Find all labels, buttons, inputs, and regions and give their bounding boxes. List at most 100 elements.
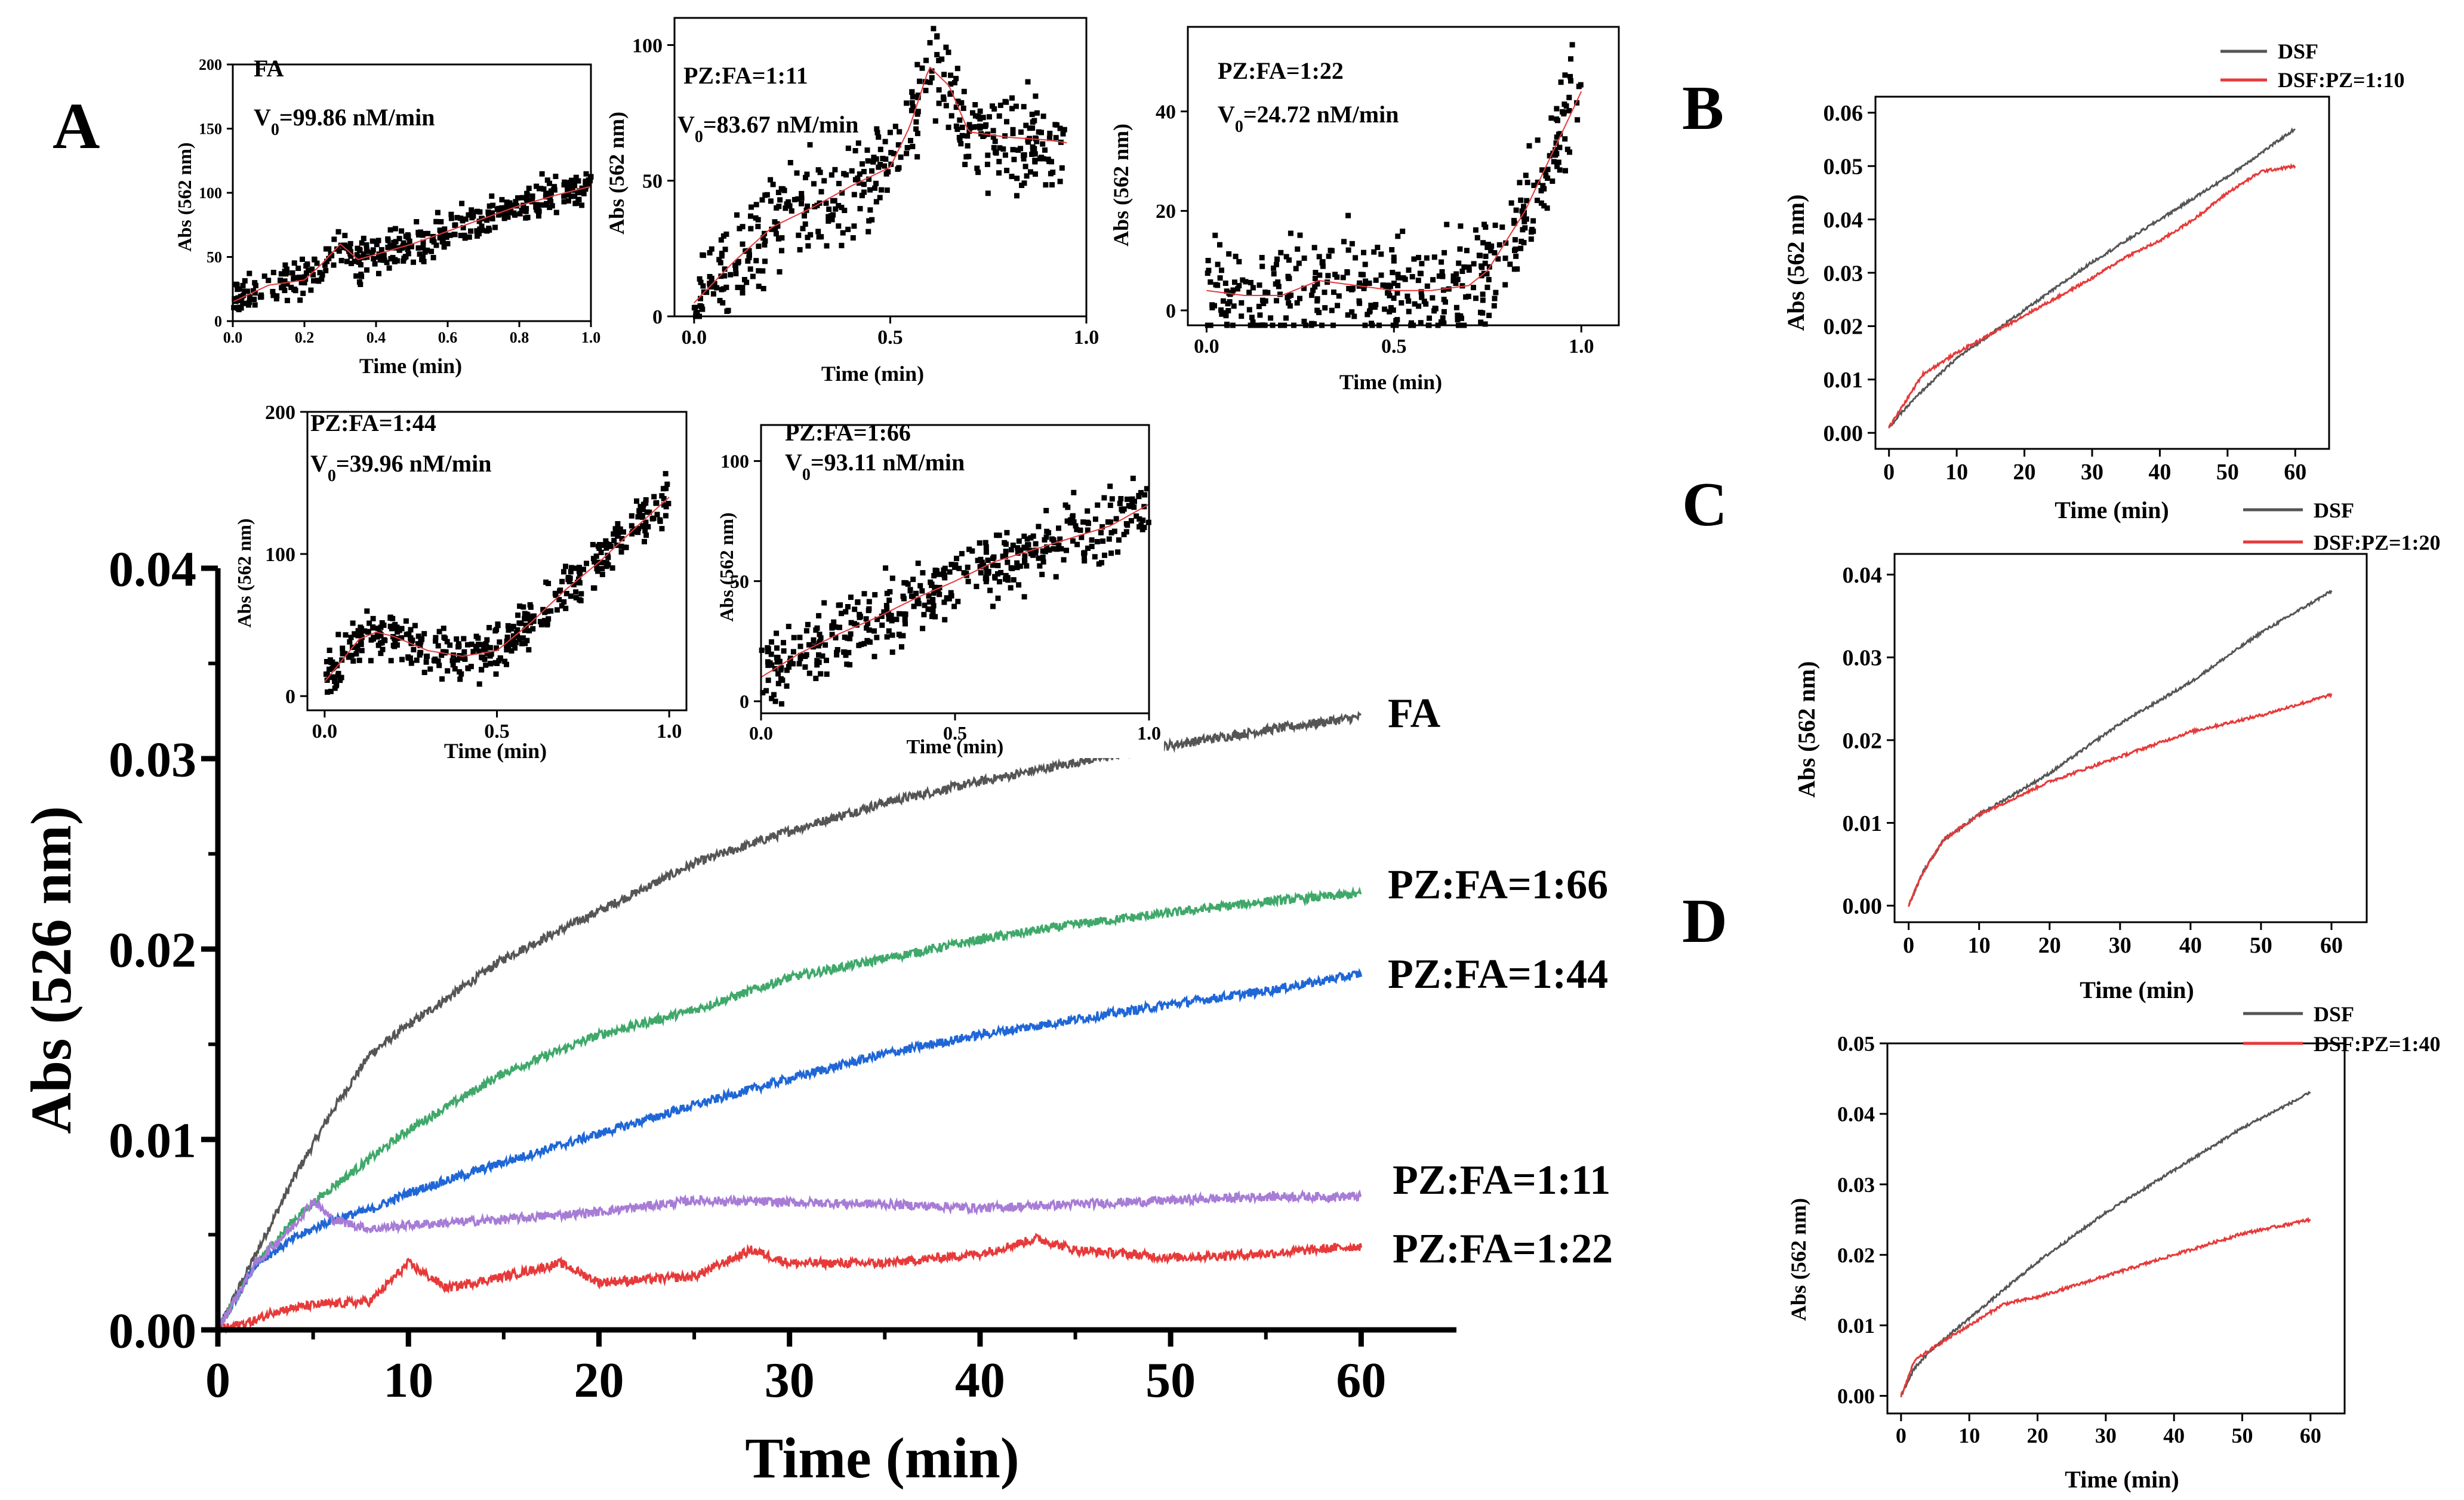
inset_22-point xyxy=(1219,311,1225,317)
inset_fa-point xyxy=(393,245,399,251)
inset_11-point xyxy=(1032,151,1038,157)
inset_11-point xyxy=(805,204,810,209)
inset_44-point xyxy=(494,645,499,651)
inset_11-point xyxy=(947,91,953,97)
inset_11-point xyxy=(826,218,831,224)
main-y-label: Abs (526 nm) xyxy=(19,806,83,1134)
inset_fa-point xyxy=(364,246,369,251)
inset_fa-point xyxy=(380,257,386,263)
inset_66-point xyxy=(813,676,819,682)
inset_66-point xyxy=(1125,496,1130,502)
inset_11-point xyxy=(1028,169,1033,175)
inset_fa-point xyxy=(385,236,391,242)
inset_66-point xyxy=(1109,496,1115,502)
inset_fa-point xyxy=(386,265,392,271)
inset_11-point xyxy=(948,72,954,78)
inset_66-point xyxy=(1025,542,1030,548)
inset_22-point xyxy=(1476,252,1482,258)
inset_11-point xyxy=(959,124,965,130)
inset_66-point xyxy=(942,575,948,581)
inset_66-point xyxy=(1079,534,1085,540)
inset_fa-point xyxy=(391,239,397,245)
inset_11-point xyxy=(852,177,858,183)
inset_22-point xyxy=(1529,227,1535,232)
inset_22-point xyxy=(1554,106,1560,112)
inset_22-fit-line xyxy=(1206,91,1582,296)
inset_fa-point xyxy=(526,186,532,191)
inset_fa-point xyxy=(480,227,485,233)
inset_fa-point xyxy=(507,200,513,206)
inset_44-point xyxy=(629,523,635,529)
inset_fa-point xyxy=(344,245,350,251)
inset_66-point xyxy=(1002,540,1008,546)
inset_22-point xyxy=(1466,267,1472,273)
inset_44-point xyxy=(461,636,467,642)
panel-b-legend-dsf: DSF xyxy=(2278,39,2318,63)
inset_66-point xyxy=(921,612,927,618)
inset_fa-point xyxy=(581,190,587,196)
inset_44-point xyxy=(403,618,409,624)
inset_fa-point xyxy=(352,258,358,264)
inset_66-point xyxy=(1113,516,1119,522)
inset_66-point xyxy=(1092,554,1098,560)
inset_44-point xyxy=(504,635,510,640)
inset_44-point xyxy=(615,530,621,536)
inset_44-point xyxy=(421,670,427,675)
inset_44-point xyxy=(381,623,387,628)
inset_22-point xyxy=(1285,295,1290,300)
inset_22-point xyxy=(1517,180,1523,186)
inset_11-point xyxy=(1040,113,1046,119)
panel_d-y-tick-label: 0.02 xyxy=(1837,1243,1875,1267)
inset_22-point xyxy=(1562,136,1568,142)
inset_11-point xyxy=(956,134,962,140)
inset_fa-point xyxy=(486,211,491,217)
inset_fa-point xyxy=(468,228,474,234)
main-axes: 0 10 20 30 40 50 600.000.010.020.030.04 xyxy=(109,541,1456,1408)
inset_11-point xyxy=(1002,98,1008,104)
inset_66-point xyxy=(813,627,819,633)
inset_22-point xyxy=(1432,306,1438,312)
inset_44-point xyxy=(399,626,405,632)
inset_11-point xyxy=(1039,130,1044,135)
inset_11-point xyxy=(1031,118,1037,124)
inset_22-point xyxy=(1484,271,1490,277)
inset_fa-point xyxy=(273,296,279,301)
inset_44-point xyxy=(392,638,398,644)
inset_22-point xyxy=(1316,254,1322,260)
inset_22-point xyxy=(1418,320,1424,326)
inset_22-point xyxy=(1209,304,1215,310)
inset_22-point xyxy=(1286,300,1292,306)
inset_11-point xyxy=(839,190,845,196)
inset_22-point xyxy=(1530,218,1536,224)
inset_22-point xyxy=(1319,260,1325,266)
inset_11-point xyxy=(992,138,998,144)
inset_44-y-tick-label: 200 xyxy=(265,402,295,424)
inset_66-point xyxy=(948,562,954,568)
inset_22-point xyxy=(1418,289,1424,295)
inset_44-point xyxy=(444,639,450,645)
inset_11-point xyxy=(971,124,977,130)
panel_b-x-tick-label: 20 xyxy=(2013,460,2036,485)
inset_11-frame xyxy=(673,17,1088,318)
inset_22-point xyxy=(1492,295,1498,301)
inset_44-point xyxy=(488,661,494,667)
inset_11-point xyxy=(1046,135,1052,141)
inset_fa-point xyxy=(297,297,303,303)
inset_66-point xyxy=(1118,496,1124,501)
panel_c-y-tick-label: 0.02 xyxy=(1843,728,1883,753)
inset_22-point xyxy=(1578,82,1584,88)
inset_22-point xyxy=(1345,247,1351,253)
inset_11-point xyxy=(985,190,991,196)
panel_c-x-tick-label: 60 xyxy=(2320,933,2343,958)
inset_22-point xyxy=(1492,250,1498,255)
inset_22-point xyxy=(1482,221,1487,227)
inset_fa-point xyxy=(539,171,545,177)
inset_44-point xyxy=(450,662,456,668)
inset_fa-point xyxy=(541,186,547,192)
panel_c-series-0 xyxy=(1908,589,2333,905)
inset_fa-x-tick-label: 1.0 xyxy=(581,329,601,346)
main-label-44: PZ:FA=1:44 xyxy=(1388,951,1608,997)
inset_22-point xyxy=(1380,282,1386,288)
inset_11-point xyxy=(760,268,766,274)
